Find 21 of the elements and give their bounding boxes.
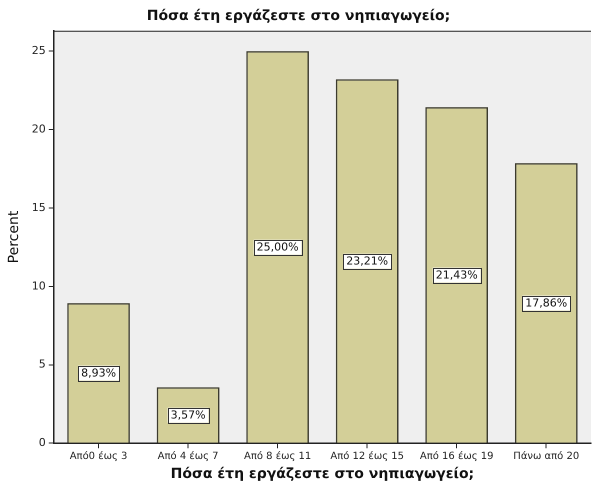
data-label: 25,00%	[256, 240, 299, 254]
x-tick-label: Από 12 έως 15	[330, 450, 404, 462]
x-tick-label: Από 8 έως 11	[244, 450, 312, 462]
y-axis-title: Percent	[6, 210, 22, 264]
x-tick-label: Από 4 έως 7	[158, 450, 219, 462]
y-tick-label: 10	[32, 279, 46, 292]
data-label: 3,57%	[170, 408, 206, 422]
y-tick-label: 5	[38, 358, 46, 371]
y-tick-label: 15	[32, 200, 46, 214]
x-axis-title: Πόσα έτη εργάζεστε στο νηπιαγωγείο;	[170, 466, 474, 482]
y-tick-label: 0	[38, 436, 46, 450]
data-label: 23,21%	[346, 254, 388, 268]
x-tick-label: Από 16 έως 19	[420, 450, 494, 462]
chart-title: Πόσα έτη εργάζεστε στο νηπιαγωγείο;	[146, 8, 450, 24]
x-tick-label: Πάνω από 20	[513, 450, 580, 462]
data-label: 21,43%	[436, 268, 478, 282]
data-label: 8,93%	[81, 366, 116, 380]
y-tick-label: 20	[32, 122, 46, 136]
x-tick-label: Από0 έως 3	[70, 450, 128, 462]
y-tick-label: 25	[32, 44, 46, 58]
data-label: 17,86%	[525, 296, 568, 310]
